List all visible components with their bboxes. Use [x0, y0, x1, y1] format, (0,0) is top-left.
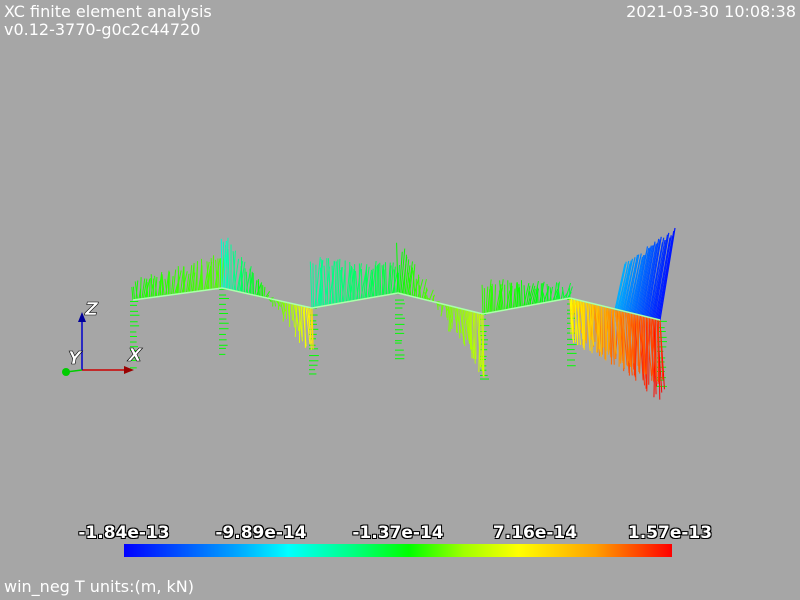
z-axis-arrow-icon — [78, 312, 86, 322]
colorbar-tick-label: -1.37e-14 — [352, 523, 444, 543]
z-axis-label: Z — [84, 299, 99, 320]
colorbar-tick-label: 1.57e-13 — [627, 523, 713, 543]
x-axis-label: X — [127, 345, 143, 366]
y-axis-label: Y — [68, 348, 83, 369]
x-axis-arrow-icon — [124, 366, 134, 374]
colorbar — [124, 544, 672, 557]
axes-triad: X Y Z — [62, 299, 143, 376]
timestamp: 2021-03-30 10:08:38 — [626, 2, 796, 21]
footer-caption: win_neg T units:(m, kN) — [4, 577, 194, 596]
colorbar-tick-label: 7.16e-14 — [492, 523, 578, 543]
app-version: v0.12-3770-g0c2c44720 — [4, 20, 201, 39]
app-title: XC finite element analysis — [4, 2, 212, 21]
colorbar-tick-label: -1.84e-13 — [78, 523, 170, 543]
load-diagram — [130, 227, 676, 400]
colorbar-tick-label: -9.89e-14 — [215, 523, 307, 543]
